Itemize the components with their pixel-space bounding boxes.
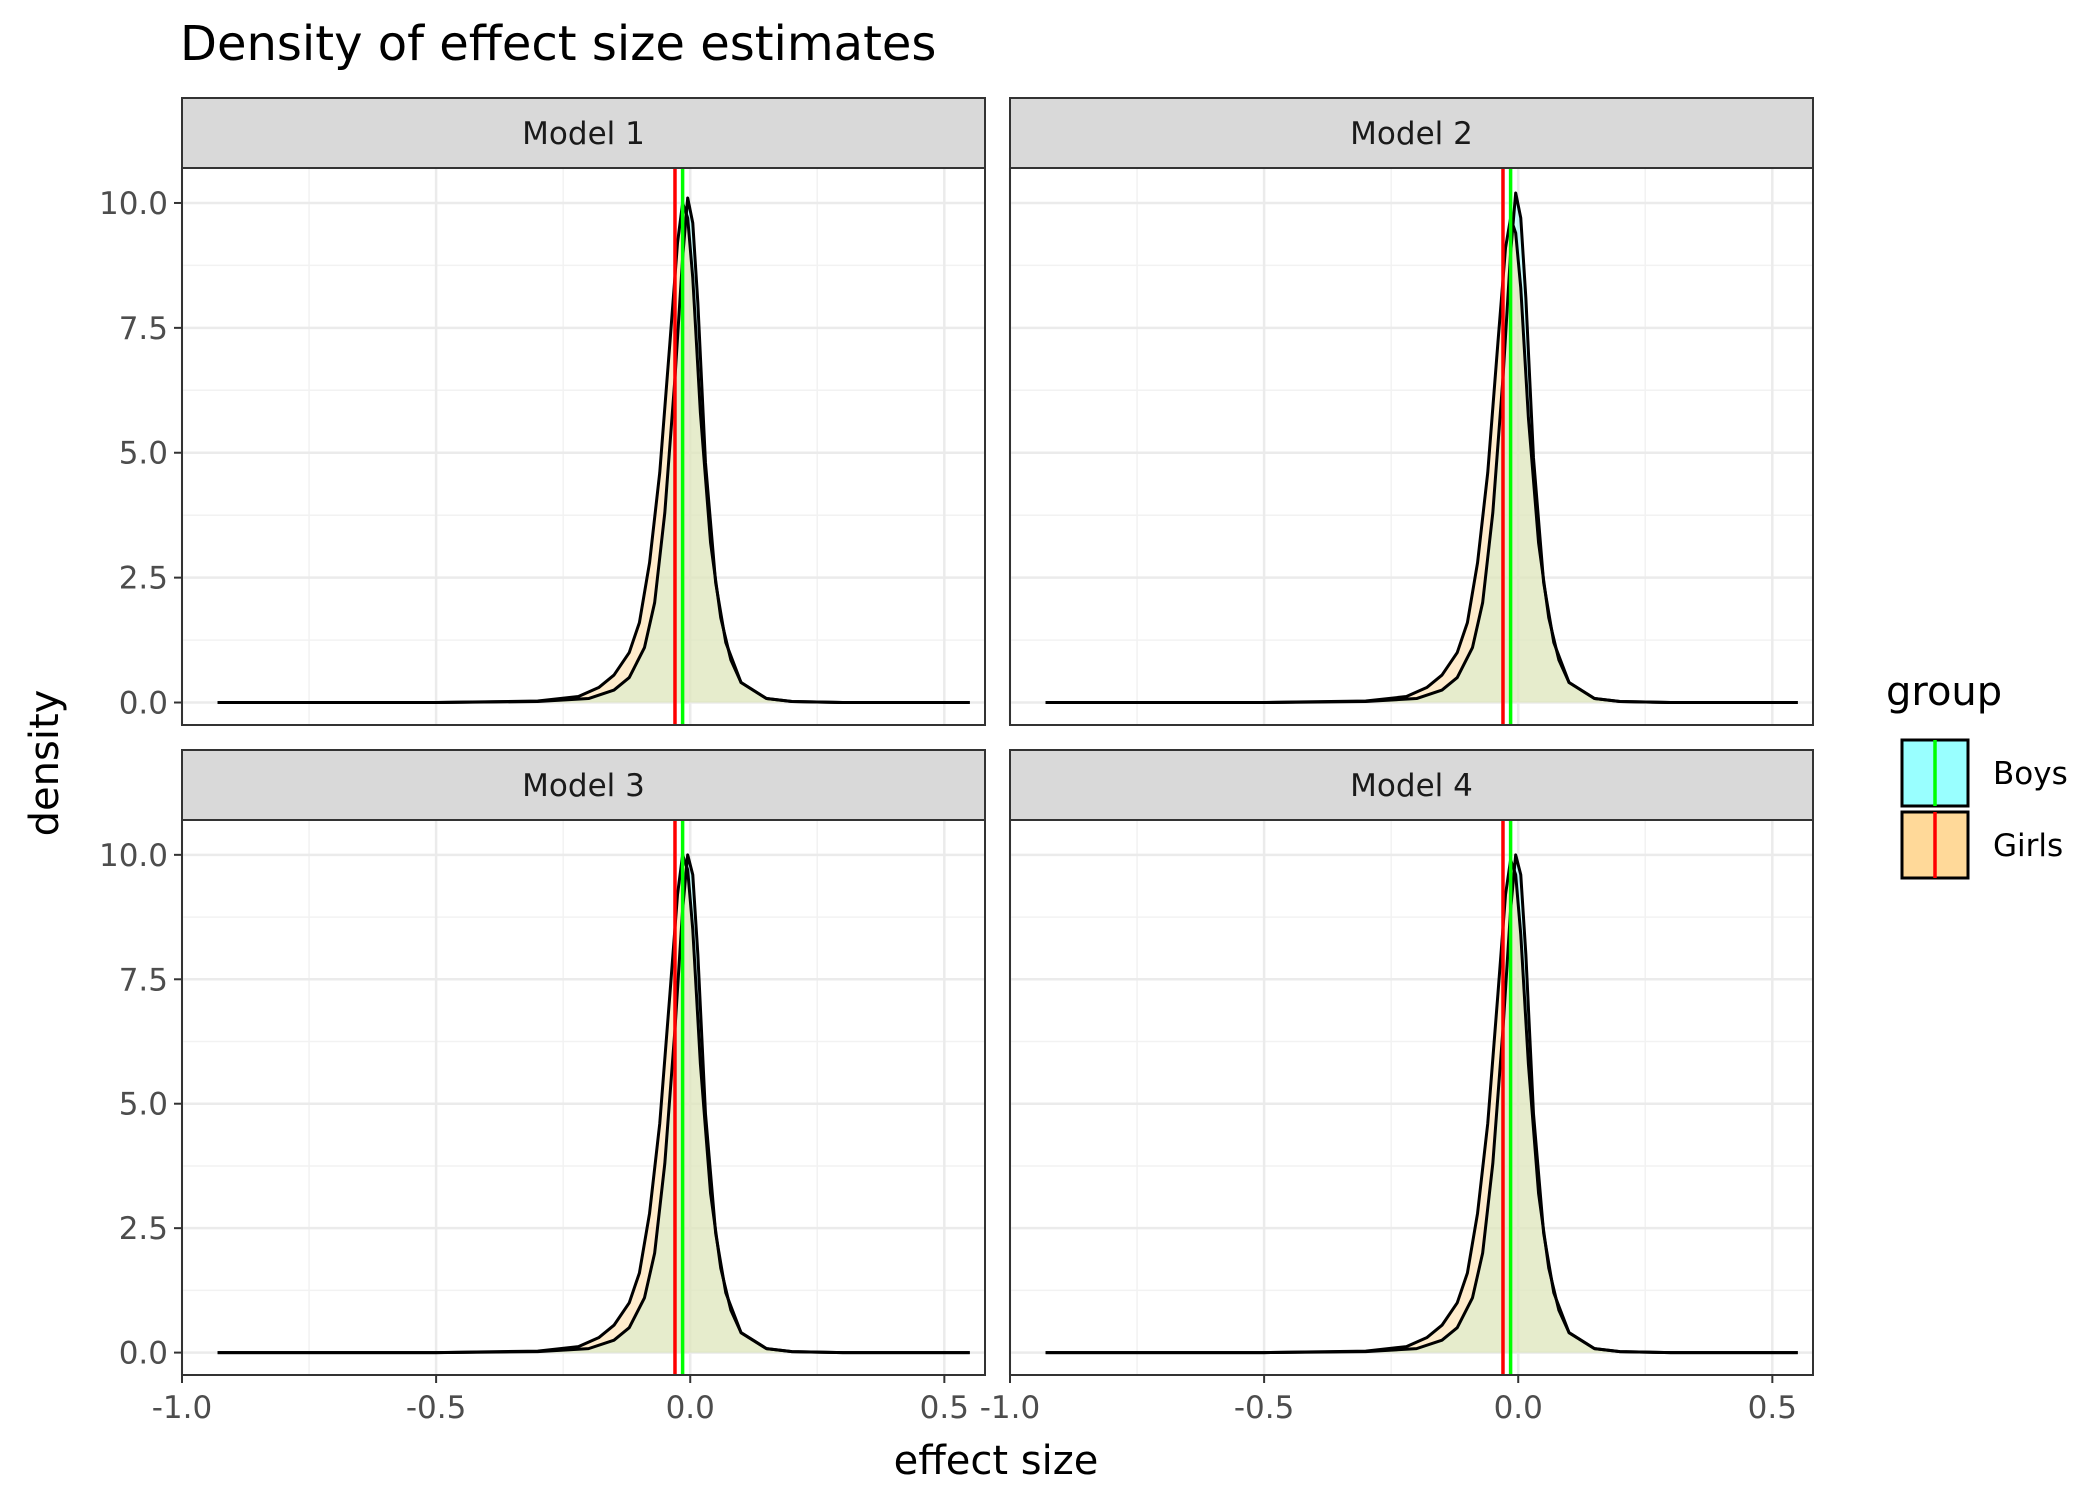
y-tick-label: 0.0 bbox=[119, 1336, 168, 1372]
y-tick-label: 7.5 bbox=[119, 962, 168, 998]
facet-panel: Model 2 bbox=[1008, 97, 1814, 726]
x-tick-label: -0.5 bbox=[1234, 1390, 1295, 1426]
density-curve-girls bbox=[1045, 216, 1798, 705]
panel-background bbox=[182, 820, 985, 1375]
density-curve-girls bbox=[1045, 858, 1798, 1355]
x-tick-label: 0.0 bbox=[666, 1390, 715, 1426]
y-axis-title: density bbox=[22, 690, 68, 837]
x-tick-label: 0.5 bbox=[1748, 1390, 1797, 1426]
legend-key-boys: Boys bbox=[1900, 738, 2068, 808]
facet-panel: Model 1 bbox=[180, 97, 986, 726]
legend-label: Girls bbox=[1993, 828, 2063, 864]
facet-strip-label: Model 3 bbox=[522, 768, 645, 804]
y-tick-label: 5.0 bbox=[119, 1087, 168, 1123]
panel-border bbox=[1009, 819, 1814, 1376]
chart-title: Density of effect size estimates bbox=[180, 16, 936, 72]
axes: 0.0 2.5 5.0 7.5 10.0 0.0 2.5 5.0 7.5 10.0 -1.0 -0.5… bbox=[99, 186, 1797, 1426]
x-tick-label: -0.5 bbox=[406, 1390, 467, 1426]
panel-border bbox=[1009, 167, 1814, 726]
density-curve-girls bbox=[217, 201, 970, 705]
y-tick-label: 0.0 bbox=[119, 686, 168, 722]
facet-panel: Model 4 bbox=[1008, 749, 1814, 1376]
panel-border bbox=[181, 819, 986, 1376]
legend-label: Boys bbox=[1993, 756, 2068, 792]
panel-background bbox=[182, 168, 985, 725]
facet-panels: Model 1 Model 2 Model 3 Model 4 bbox=[180, 97, 1814, 1376]
y-tick-label: 2.5 bbox=[119, 561, 168, 597]
panel-border bbox=[181, 167, 986, 726]
facet-strip-label: Model 1 bbox=[522, 116, 645, 152]
facet-strip bbox=[181, 97, 986, 169]
x-tick-label: -1.0 bbox=[980, 1390, 1041, 1426]
y-tick-label: 5.0 bbox=[119, 436, 168, 472]
legend-key-girls: Girls bbox=[1900, 810, 2063, 880]
facet-strip-label: Model 2 bbox=[1350, 116, 1473, 152]
x-tick-label: 0.5 bbox=[920, 1390, 969, 1426]
legend: group Boys Girls bbox=[1886, 669, 2068, 880]
panel-background bbox=[1010, 168, 1813, 725]
facet-strip bbox=[1009, 749, 1814, 821]
y-tick-label: 7.5 bbox=[119, 311, 168, 347]
y-tick-label: 2.5 bbox=[119, 1211, 168, 1247]
x-tick-label: -1.0 bbox=[152, 1390, 213, 1426]
x-tick-label: 0.0 bbox=[1494, 1390, 1543, 1426]
x-axis-title: effect size bbox=[894, 1438, 1099, 1484]
facet-panel: Model 3 bbox=[180, 749, 986, 1376]
panel-background bbox=[1010, 820, 1813, 1375]
density-curve-girls bbox=[217, 853, 970, 1355]
y-tick-label: 10.0 bbox=[99, 838, 168, 874]
y-tick-label: 10.0 bbox=[99, 186, 168, 222]
facet-strip-label: Model 4 bbox=[1350, 768, 1473, 804]
facet-strip bbox=[1009, 97, 1814, 169]
legend-title: group bbox=[1886, 669, 2002, 715]
facet-strip bbox=[181, 749, 986, 821]
